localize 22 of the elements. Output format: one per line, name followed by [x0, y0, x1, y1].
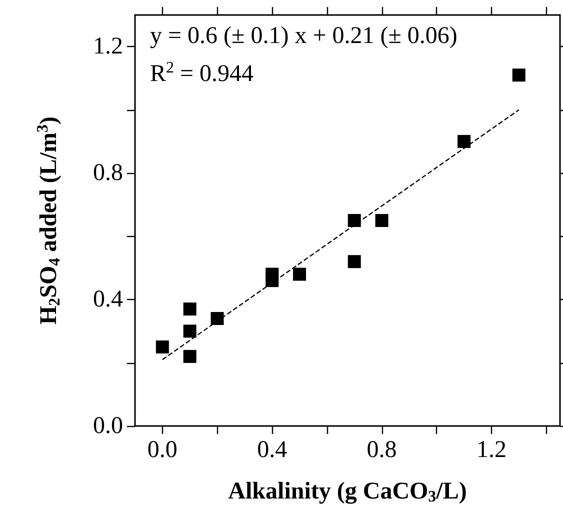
point — [293, 268, 306, 281]
y-axis-title: H2SO4 added (L/m3) — [34, 116, 64, 325]
annotation: y = 0.6 (± 0.1) x + 0.21 (± 0.06) — [150, 23, 458, 49]
x-tick-label: 0.8 — [366, 437, 397, 463]
point — [156, 340, 169, 354]
x-tick-label: 1.2 — [476, 437, 506, 463]
point — [183, 302, 196, 316]
point — [458, 134, 471, 148]
point — [375, 214, 388, 227]
point — [183, 350, 196, 363]
x-tick-label: 0.0 — [147, 437, 178, 463]
y-tick-label: 0.4 — [93, 286, 123, 313]
y-tick-label: 1.2 — [93, 34, 123, 60]
point — [348, 255, 361, 268]
y-tick-label: 0.8 — [93, 160, 123, 186]
point — [210, 312, 224, 326]
y-tick-label: 0.0 — [93, 413, 123, 439]
point — [266, 274, 279, 288]
x-tick-label: 0.4 — [257, 437, 288, 463]
point — [348, 214, 361, 227]
point — [512, 68, 526, 82]
point — [183, 324, 196, 338]
